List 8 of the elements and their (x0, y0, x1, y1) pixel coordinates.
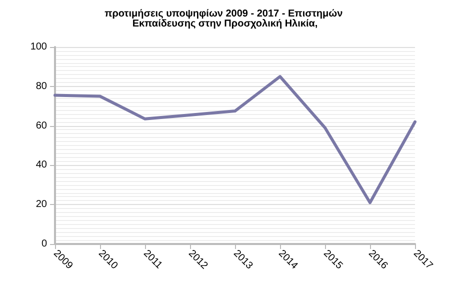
y-tick-label: 100 (30, 42, 48, 52)
line-series (54, 75, 416, 204)
y-tick-label: 80 (36, 80, 48, 92)
y-tick-label: 40 (36, 160, 48, 171)
chart-title: προτιμήσεις υποψηφίων 2009 - 2017 - Επιστημών Εκπαίδευσης στην Προσχολική Ηλικία, (104, 8, 346, 30)
y-tick-label: 60 (36, 120, 48, 132)
y-tick-label: 0 (41, 238, 48, 250)
y-tick-label: 20 (36, 199, 48, 210)
